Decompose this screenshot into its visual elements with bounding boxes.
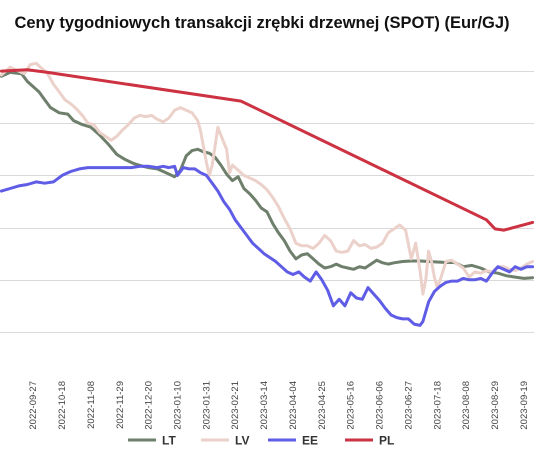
x-tick-label: 2023-04-25 <box>317 381 328 430</box>
x-tick-label: 2023-01-31 <box>201 381 212 430</box>
x-tick-label: 2023-09-19 <box>519 381 530 430</box>
x-tick-label: 2023-07-18 <box>432 381 443 430</box>
x-tick-label: 2023-04-04 <box>288 381 299 430</box>
legend-label-ee: EE <box>302 434 318 448</box>
series-line-ee <box>0 164 534 327</box>
x-tick-label: 2023-08-29 <box>490 381 501 430</box>
grid-lines <box>0 71 534 333</box>
legend: LT LV EE PL <box>128 434 394 448</box>
x-tick-label: 2023-03-14 <box>259 381 270 430</box>
x-tick-label: 2023-01-10 <box>173 381 184 430</box>
x-tick-label: 2022-11-29 <box>115 381 126 429</box>
x-tick-label: 2022-12-20 <box>144 381 155 430</box>
series-line-pl <box>0 68 534 232</box>
x-axis-tick-labels: 2022-09-27 2022-10-18 2022-11-08 2022-11-29… <box>28 381 530 430</box>
legend-label-lv: LV <box>235 434 249 448</box>
chart-series <box>0 61 534 327</box>
series-line-lv <box>0 61 534 296</box>
legend-label-lt: LT <box>162 434 176 448</box>
x-tick-label: 2023-08-08 <box>461 381 472 430</box>
x-tick-label: 2023-02-21 <box>230 381 241 430</box>
x-tick-label: 2022-09-27 <box>28 381 39 430</box>
x-tick-label: 2023-06-06 <box>375 381 386 430</box>
x-tick-label: 2022-11-08 <box>86 381 97 429</box>
chart-title: Ceny tygodniowych transakcji zrębki drze… <box>14 14 509 32</box>
x-tick-label: 2023-06-27 <box>403 381 414 430</box>
x-tick-label: 2023-05-16 <box>346 381 357 430</box>
series-line-lt <box>0 70 534 280</box>
x-tick-label: 2022-10-18 <box>57 381 68 430</box>
legend-label-pl: PL <box>379 434 394 448</box>
